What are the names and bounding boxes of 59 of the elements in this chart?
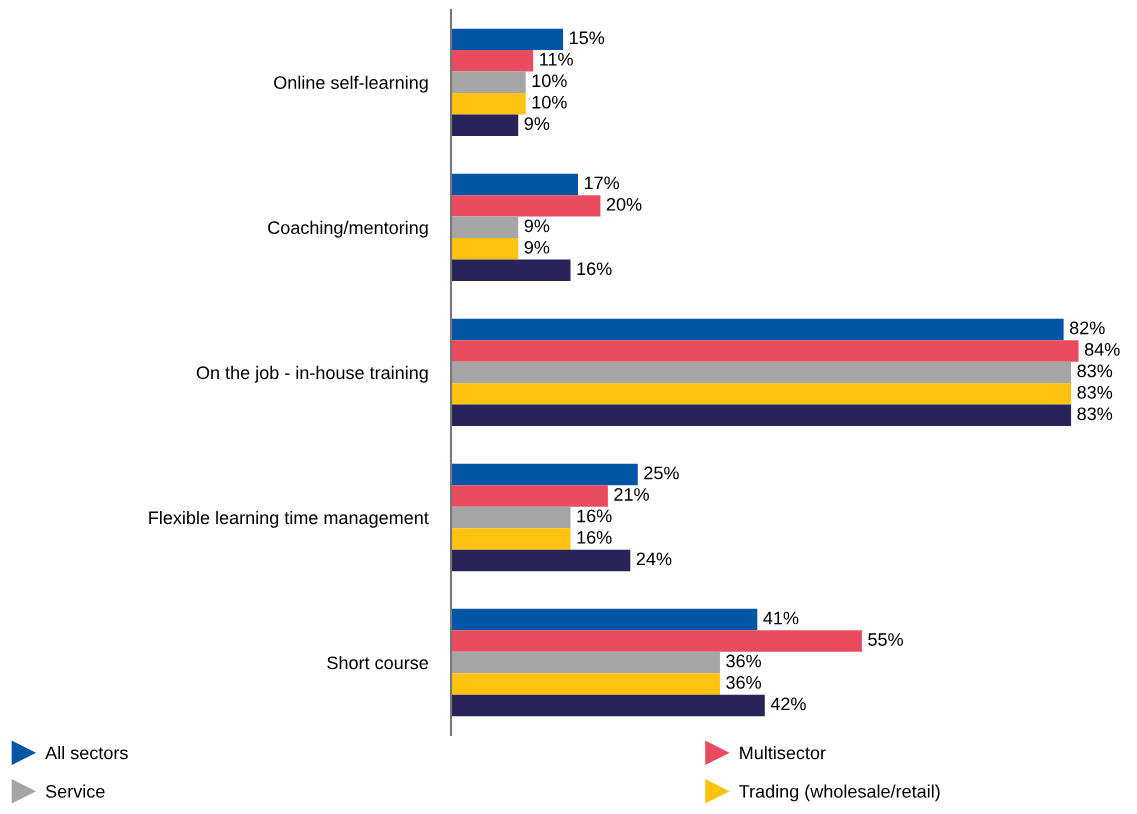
data-label: 20%	[606, 197, 642, 211]
data-label: 11%	[540, 52, 573, 66]
data-label: 83%	[1077, 407, 1113, 421]
bar	[451, 383, 1072, 405]
data-label: 17%	[584, 176, 620, 190]
data-label: 21%	[614, 488, 649, 501]
bar	[451, 630, 862, 652]
bar	[451, 608, 758, 631]
data-label: 24%	[636, 552, 672, 566]
data-label: 10%	[532, 95, 567, 109]
bar	[451, 485, 608, 507]
bar	[451, 93, 526, 115]
bar	[451, 549, 631, 572]
data-label: 84%	[1084, 343, 1120, 356]
data-label: 9%	[524, 219, 550, 233]
bar	[451, 404, 1072, 427]
y-tick-label: Online self-learning	[274, 75, 428, 93]
y-tick-label: On the job - in-house training	[196, 365, 428, 383]
data-label: 10%	[532, 74, 567, 88]
bar	[451, 506, 571, 529]
y-tick-label: Coaching/mentoring	[268, 220, 428, 238]
legend-label: All sectors	[45, 746, 128, 760]
bar	[451, 28, 564, 51]
data-label: 55%	[868, 633, 903, 646]
data-label: 15%	[570, 31, 605, 45]
legend-label: Multisector	[740, 746, 826, 760]
data-label: 83%	[1077, 364, 1113, 378]
bar	[451, 673, 720, 695]
data-label: 83%	[1077, 385, 1113, 399]
data-label: 25%	[644, 466, 679, 480]
bar	[451, 340, 1079, 362]
bar	[451, 71, 526, 94]
bar	[451, 173, 579, 196]
bar	[451, 528, 571, 550]
legend-label: Service	[45, 784, 105, 798]
bar	[451, 259, 571, 282]
data-label: 36%	[726, 676, 762, 689]
data-label: 82%	[1069, 321, 1105, 335]
bar	[451, 50, 534, 72]
bar	[451, 114, 519, 136]
y-tick-label: Flexible learning time management	[149, 510, 429, 528]
legend-label: Trading (wholesale/retail)	[739, 784, 940, 802]
bar	[451, 361, 1072, 384]
data-label: 41%	[763, 611, 799, 625]
data-label: 42%	[770, 697, 806, 711]
bar	[451, 463, 638, 486]
data-label: 16%	[577, 509, 612, 523]
bar	[451, 238, 519, 260]
y-tick-label: Short course	[327, 655, 428, 670]
data-label: 16%	[577, 262, 612, 276]
bar	[451, 318, 1064, 341]
data-label: 9%	[524, 117, 550, 131]
bar	[451, 195, 601, 217]
bar	[451, 651, 720, 674]
data-label: 9%	[524, 240, 550, 254]
bar	[451, 216, 519, 239]
data-label: 16%	[577, 530, 612, 544]
bar	[451, 694, 765, 717]
data-label: 36%	[726, 654, 762, 668]
